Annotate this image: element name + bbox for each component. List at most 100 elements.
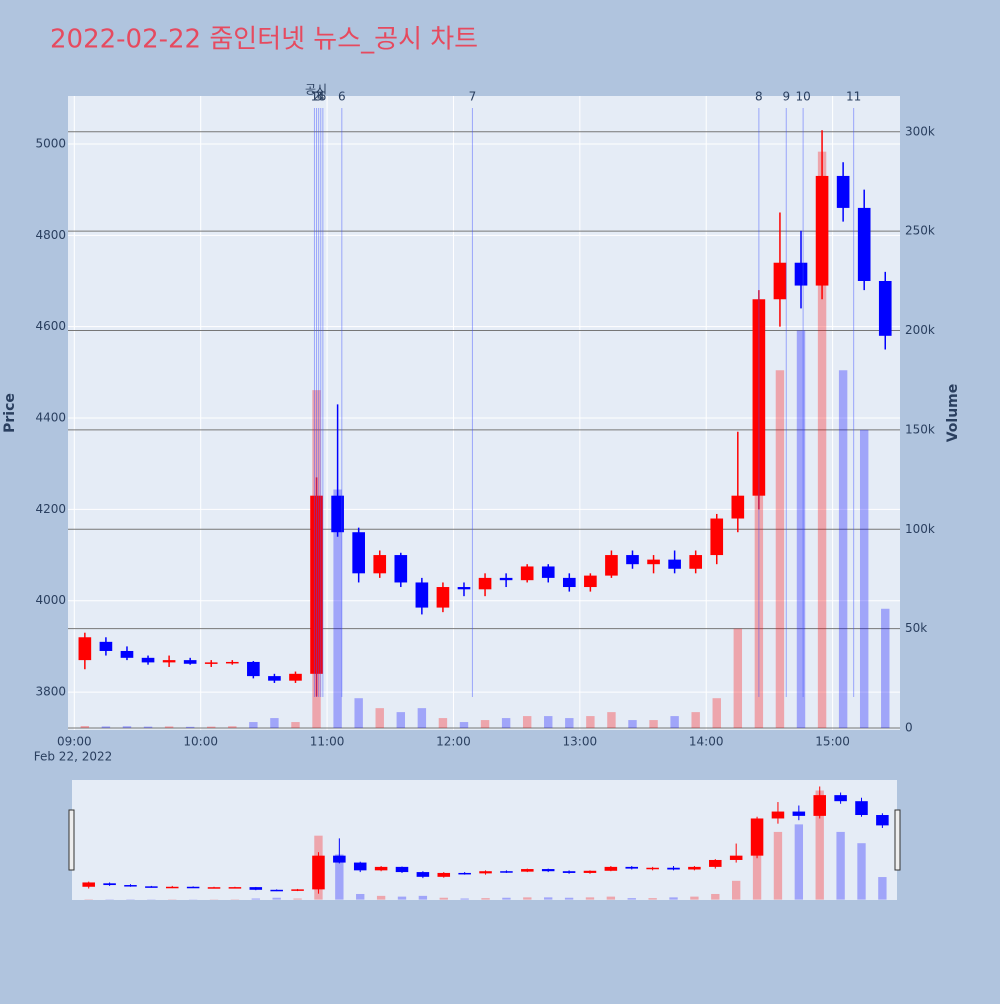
candle-body bbox=[124, 885, 137, 887]
candle-body bbox=[375, 867, 388, 870]
y-tick-label: 4400 bbox=[35, 411, 66, 425]
rangeslider[interactable] bbox=[72, 780, 897, 900]
candle-body bbox=[416, 582, 429, 607]
candle-body bbox=[626, 555, 639, 564]
volume-bar bbox=[356, 894, 364, 900]
volume-bar bbox=[293, 898, 301, 899]
candle-body bbox=[333, 856, 346, 863]
candle-body bbox=[184, 660, 197, 664]
candle-body bbox=[668, 560, 681, 569]
y2-tick-label: 50k bbox=[905, 621, 927, 635]
y2-tick-label: 100k bbox=[905, 522, 935, 536]
candle-body bbox=[250, 887, 263, 890]
candle-body bbox=[394, 555, 407, 582]
candle-body bbox=[79, 637, 92, 660]
candle-body bbox=[396, 867, 409, 872]
volume-bar bbox=[291, 722, 299, 728]
y2-axis-label: Volume bbox=[945, 384, 961, 443]
x-tick-label: 15:00 bbox=[815, 735, 850, 749]
y-tick-label: 3800 bbox=[35, 685, 66, 699]
x-tick-label: 12:00 bbox=[436, 735, 471, 749]
x-tick-label: 09:00 bbox=[57, 735, 92, 749]
volume-bar bbox=[354, 698, 362, 728]
candle-body bbox=[731, 496, 744, 519]
candle-body bbox=[563, 871, 576, 873]
volume-bar bbox=[228, 726, 236, 728]
rangeslider-handle[interactable] bbox=[895, 810, 900, 870]
volume-bar bbox=[881, 609, 889, 728]
candle-body bbox=[709, 860, 722, 867]
candle-body bbox=[795, 263, 808, 286]
y2-tick-label: 250k bbox=[905, 224, 935, 238]
announcement-label: 10 bbox=[795, 90, 810, 104]
candle-body bbox=[855, 801, 868, 815]
candle-body bbox=[710, 519, 723, 556]
volume-bar bbox=[186, 727, 194, 728]
candle-body bbox=[121, 651, 134, 658]
volume-bar bbox=[165, 726, 173, 728]
volume-bar bbox=[857, 843, 865, 899]
candle-body bbox=[834, 795, 847, 801]
volume-bar bbox=[397, 712, 405, 728]
candle-body bbox=[858, 208, 871, 281]
candle-body bbox=[205, 662, 218, 664]
candle-body bbox=[793, 812, 806, 816]
y-axis-label: Price bbox=[2, 393, 18, 433]
volume-bar bbox=[270, 718, 278, 728]
candle-body bbox=[354, 863, 367, 871]
y2-tick-label: 150k bbox=[905, 422, 935, 436]
candle-body bbox=[270, 890, 283, 892]
candle-body bbox=[268, 676, 281, 681]
rangeslider-handle[interactable] bbox=[69, 810, 74, 870]
announcement-label: 5 bbox=[319, 90, 327, 104]
candle-body bbox=[82, 882, 95, 886]
candle-body bbox=[103, 883, 116, 885]
y-tick-label: 5000 bbox=[35, 136, 66, 150]
volume-bar bbox=[586, 716, 594, 728]
volume-bar bbox=[273, 898, 281, 900]
volume-bar bbox=[586, 897, 594, 899]
candle-body bbox=[772, 812, 785, 819]
volume-bar bbox=[648, 898, 656, 900]
candle-body bbox=[647, 560, 660, 565]
candle-body bbox=[438, 873, 451, 877]
candle-body bbox=[879, 281, 892, 336]
volume-bar bbox=[776, 370, 784, 728]
volume-bar bbox=[690, 897, 698, 900]
volume-bar bbox=[81, 726, 89, 728]
candle-body bbox=[437, 587, 450, 608]
volume-bar bbox=[102, 726, 110, 728]
volume-bar bbox=[123, 726, 131, 728]
candle-body bbox=[563, 578, 576, 587]
candle-body bbox=[417, 872, 430, 877]
volume-bar bbox=[836, 832, 844, 900]
candle-body bbox=[605, 867, 618, 871]
x-tick-label: 14:00 bbox=[689, 735, 724, 749]
y-tick-label: 4600 bbox=[35, 319, 66, 333]
candle-body bbox=[813, 795, 826, 816]
x-tick-label: 13:00 bbox=[563, 735, 598, 749]
volume-bar bbox=[419, 896, 427, 900]
candle-body bbox=[291, 889, 304, 891]
chart-title: 2022-02-22 줌인터넷 뉴스_공시 차트 bbox=[50, 25, 478, 55]
volume-bar bbox=[376, 708, 384, 728]
announcement-label: 6 bbox=[338, 90, 346, 104]
y-tick-label: 4800 bbox=[35, 228, 66, 242]
candle-body bbox=[816, 176, 829, 286]
announcement-label: 9 bbox=[782, 90, 790, 104]
volume-bar bbox=[860, 430, 868, 728]
volume-bar bbox=[460, 898, 468, 899]
candle-body bbox=[646, 868, 659, 870]
candle-body bbox=[163, 660, 176, 662]
volume-bar bbox=[732, 881, 740, 900]
candle-body bbox=[542, 869, 555, 871]
volume-bar bbox=[377, 896, 385, 900]
volume-bar bbox=[649, 720, 657, 728]
candle-body bbox=[312, 856, 325, 890]
y-tick-label: 4000 bbox=[35, 593, 66, 607]
volume-bar bbox=[774, 832, 782, 900]
candle-body bbox=[751, 818, 764, 855]
volume-bar bbox=[502, 718, 510, 728]
volume-bar bbox=[544, 897, 552, 899]
candle-body bbox=[584, 576, 597, 587]
